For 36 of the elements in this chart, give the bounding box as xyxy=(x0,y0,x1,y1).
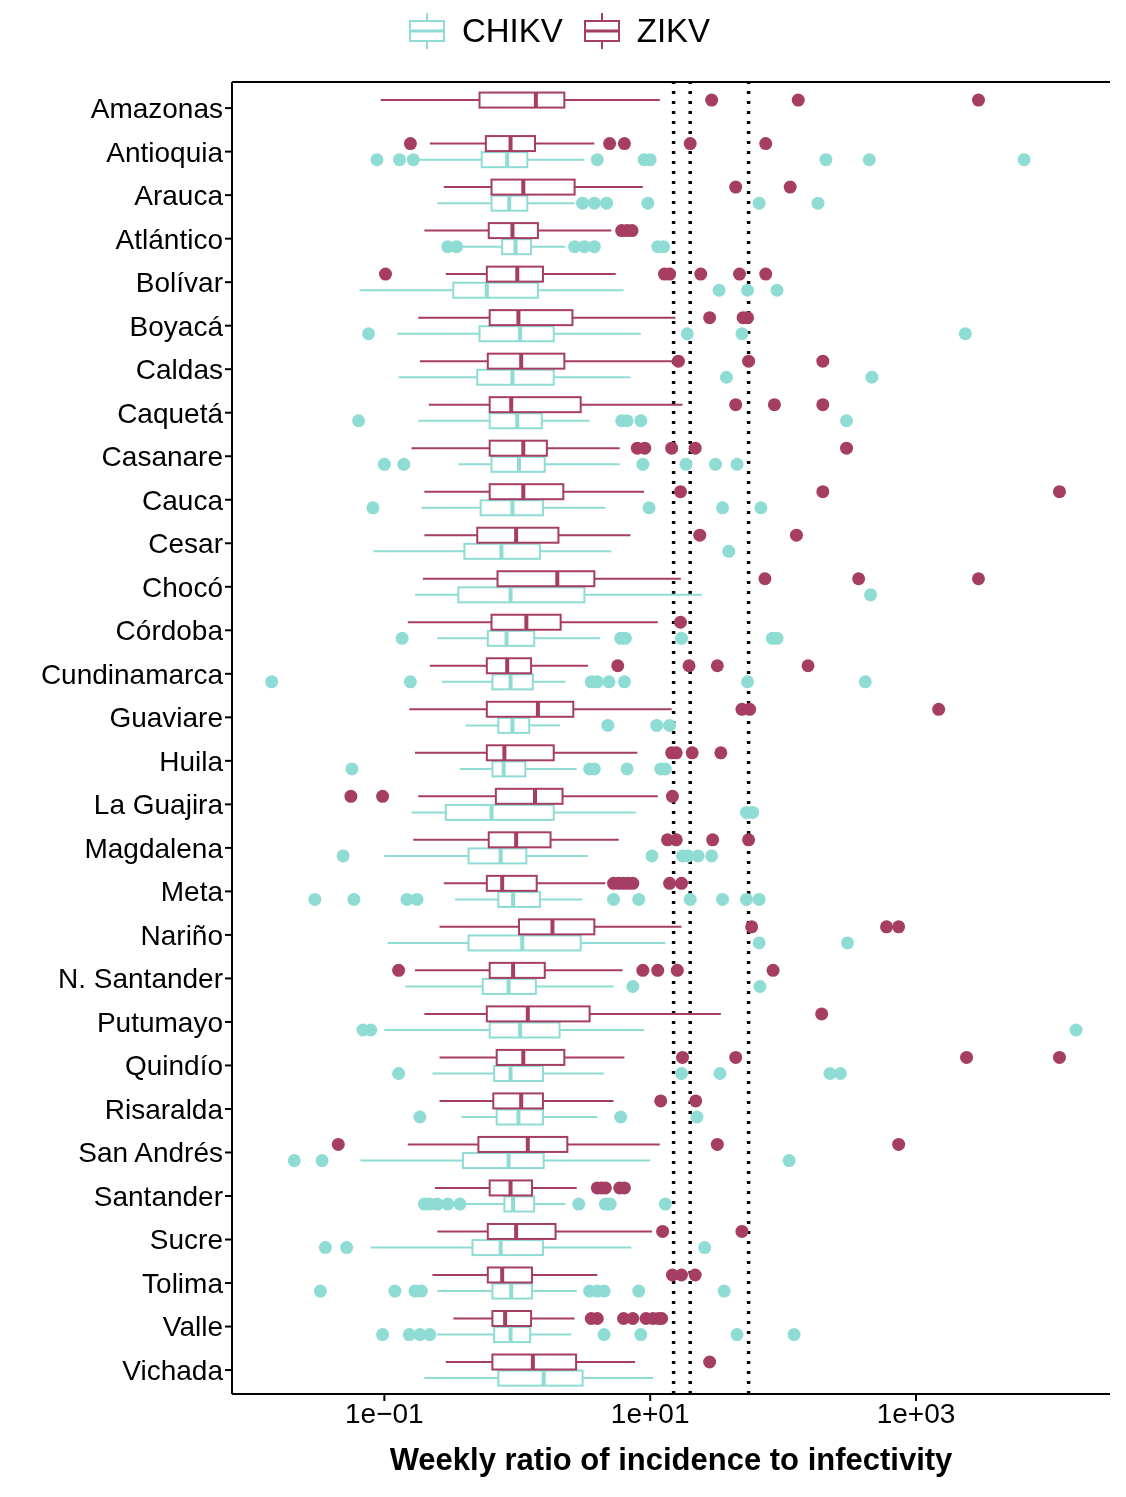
y-tick-label: La Guajira xyxy=(93,789,224,821)
y-tick-label: Huila xyxy=(159,745,224,777)
y-tick-label: Magdalena xyxy=(84,832,224,864)
y-tick-label: Caldas xyxy=(135,354,223,386)
y-tick-label: Valle xyxy=(162,1311,223,1343)
legend-label: CHIKV xyxy=(461,12,563,50)
y-tick-label: Nariño xyxy=(140,919,223,951)
y-tick-label: Putumayo xyxy=(96,1006,223,1038)
y-tick-label: Boyacá xyxy=(129,310,224,342)
y-tick-label: Cundinamarca xyxy=(40,658,224,690)
x-tick-label: 1e+03 xyxy=(876,1397,956,1429)
y-tick-label: Cesar xyxy=(148,528,223,560)
x-axis-title: Weekly ratio of incidence to infectivity xyxy=(389,1442,954,1477)
y-tick-label: Córdoba xyxy=(115,615,224,647)
y-tick-label: N. Santander xyxy=(58,963,223,995)
y-tick-label: Meta xyxy=(160,876,224,908)
y-tick-label: Sucre xyxy=(149,1224,223,1256)
y-tick-label: Santander xyxy=(93,1180,223,1212)
y-tick-label: Cauca xyxy=(142,484,224,516)
y-tick-label: Amazonas xyxy=(90,93,223,125)
y-tick-label: Guaviare xyxy=(109,702,223,734)
y-tick-label: Vichada xyxy=(122,1355,224,1387)
y-tick-label: Antioquia xyxy=(106,136,224,168)
y-tick-label: Quindío xyxy=(124,1050,223,1082)
y-tick-label: Caquetá xyxy=(117,397,224,429)
y-tick-label: Chocó xyxy=(142,571,223,603)
y-tick-label: Casanare xyxy=(101,441,223,473)
x-tick-label: 1e−01 xyxy=(345,1397,424,1429)
legend-label: ZIKV xyxy=(636,12,711,50)
y-tick-label: Atlántico xyxy=(115,223,223,255)
y-tick-label: Tolima xyxy=(142,1267,224,1299)
y-tick-label: San Andrés xyxy=(78,1137,223,1169)
x-tick-label: 1e+01 xyxy=(610,1397,690,1429)
y-tick-label: Arauca xyxy=(134,180,224,212)
y-tick-label: Risaralda xyxy=(104,1093,224,1125)
y-tick-label: Bolívar xyxy=(135,267,223,299)
